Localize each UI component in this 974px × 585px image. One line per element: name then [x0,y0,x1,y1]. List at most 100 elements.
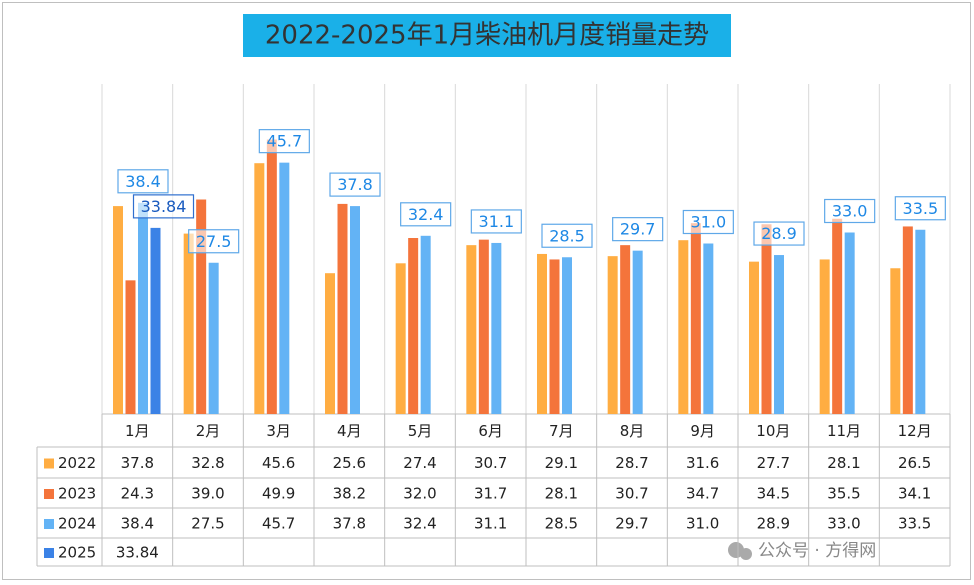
bar [890,268,901,414]
table-cell: 38.2 [333,485,366,503]
data-label: 38.4 [125,172,161,191]
bar [902,226,913,414]
table-cell: 34.5 [757,485,790,503]
table-cell: 29.1 [545,454,578,472]
legend-key [44,519,54,529]
x-tick-label: 11月 [827,422,861,440]
data-label-box [188,229,240,254]
data-label: 31.0 [691,213,727,232]
watermark: 公众号 · 方得网 [728,541,876,561]
bar [395,263,406,414]
table-cell: 33.5 [898,515,931,533]
bar [466,245,477,414]
bar [325,273,335,414]
table-cell: 28.1 [545,485,578,503]
data-label: 31.1 [479,212,515,231]
table-cell: 27.5 [191,515,224,533]
data-label: 37.8 [337,175,373,194]
data-label-box [329,172,381,197]
table-cell: 38.4 [121,515,154,533]
table-cell: 34.7 [686,485,719,503]
x-tick-label: 12月 [898,422,932,440]
bar [632,250,643,414]
data-label-box [541,223,593,248]
x-tick-label: 9月 [690,422,715,440]
table-cell: 39.0 [191,485,224,503]
bar [832,218,843,414]
table-cell: 28.5 [545,515,578,533]
bar [915,229,926,414]
data-label-box [612,217,664,242]
table-cell: 31.1 [474,515,507,533]
bar [690,223,701,414]
legend-label: 2022 [58,454,96,472]
table-cell: 33.0 [827,515,860,533]
legend-label: 2023 [58,485,96,503]
legend-key [44,489,54,499]
legend-label: 2024 [58,515,96,533]
data-label-box [753,221,805,246]
table-cell: 31.7 [474,485,507,503]
data-label: 28.9 [761,224,797,243]
data-label-box [258,129,310,154]
bar [537,253,547,414]
data-label: 33.0 [832,202,868,221]
table-cell: 30.7 [615,485,648,503]
bar [749,261,759,414]
bar [420,235,431,414]
table-cell: 31.6 [686,454,719,472]
bar [408,238,419,414]
bar [703,243,714,414]
data-label-box [400,202,452,227]
bar [279,162,290,414]
x-tick-label: 3月 [266,422,291,440]
table-cell: 45.7 [262,515,295,533]
bar [678,240,689,414]
x-tick-label: 1月 [125,422,150,440]
data-label: 33.84 [141,197,187,216]
bar [350,206,360,414]
x-tick-label: 10月 [756,422,790,440]
bar [774,255,784,414]
legend-label: 2025 [58,544,96,562]
data-label: 33.5 [903,199,939,218]
table-cell: 37.8 [121,454,154,472]
data-label: 28.5 [549,226,585,245]
x-tick-label: 2月 [196,422,221,440]
data-label-box [824,198,876,224]
x-tick-label: 8月 [620,422,645,440]
table-cell: 27.4 [403,454,436,472]
bar [254,163,265,414]
table-cell: 27.7 [757,454,790,472]
table-cell: 37.8 [333,515,366,533]
table-cell: 28.9 [757,515,790,533]
table-cell: 32.8 [191,454,224,472]
table-cell: 24.3 [121,485,154,503]
table-cell: 34.1 [898,485,931,503]
data-label-box [894,196,946,221]
table-cell: 26.5 [898,454,931,472]
bar [266,139,277,415]
bar [478,239,489,414]
bar [208,262,219,414]
table-cell: 31.0 [686,515,719,533]
bar [183,233,194,414]
data-label: 29.7 [620,220,656,239]
table-cell: 49.9 [262,485,295,503]
bar [562,257,572,414]
bar [196,199,207,414]
data-label: 45.7 [267,132,303,151]
table-cell: 45.6 [262,454,295,472]
data-label-box [132,194,195,219]
table-cell: 32.4 [403,515,436,533]
data-label-box [117,169,169,194]
data-label-box [682,209,734,235]
bar [125,280,136,414]
bar [337,203,348,414]
table-cell: 25.6 [333,454,366,472]
table-cell: 35.5 [827,485,860,503]
bar [549,259,560,414]
bar [620,245,631,414]
table-cell: 28.7 [615,454,648,472]
